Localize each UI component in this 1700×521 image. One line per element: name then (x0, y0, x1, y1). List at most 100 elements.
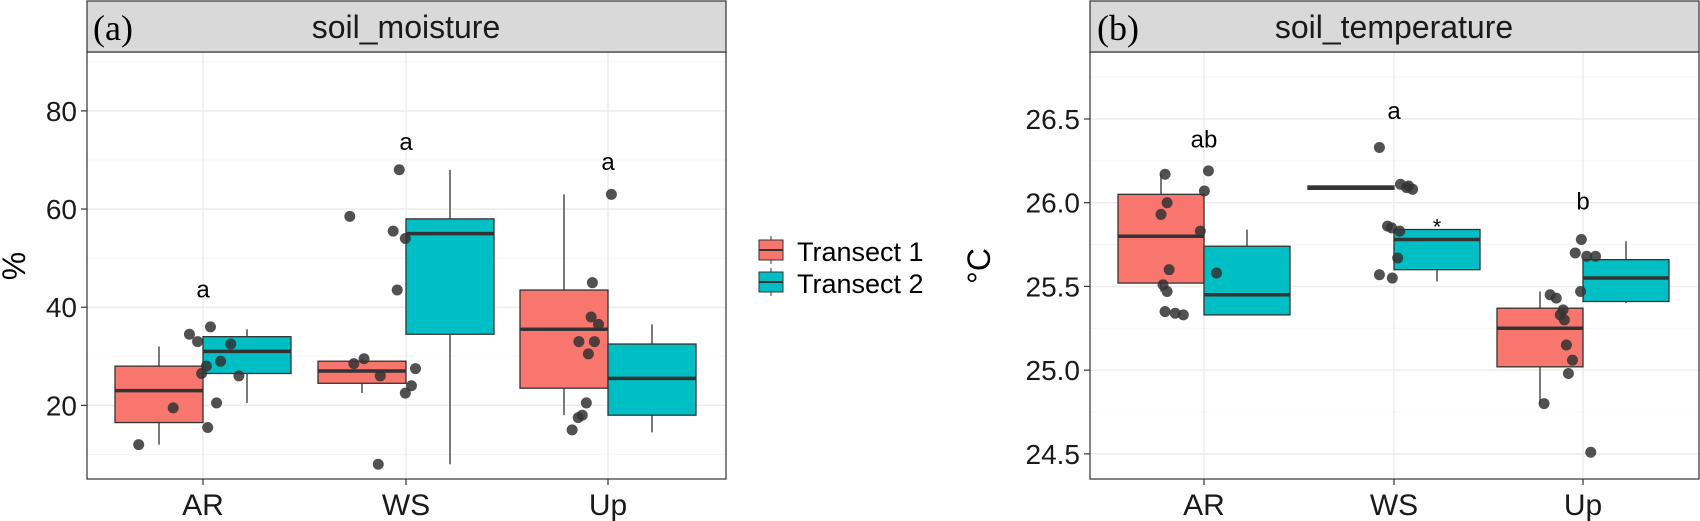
box-ws-transect-1 (1307, 185, 1395, 190)
panel-b-label: (b) (1097, 8, 1139, 48)
significance-mark: * (1433, 214, 1442, 239)
box-ws-transect-2 (405, 169, 495, 465)
significance-letter: ab (1191, 126, 1218, 153)
y-tick-label: 25.0 (1026, 355, 1081, 386)
data-point (1585, 446, 1597, 458)
legend-key-transect-1 (758, 236, 784, 264)
data-point (585, 311, 597, 323)
data-point (1161, 285, 1173, 297)
panel-a-marks: a a a (114, 129, 697, 470)
data-point (202, 421, 214, 433)
box-body (1203, 245, 1291, 316)
panel-b-y-axis-label: °C (961, 248, 997, 284)
data-point (183, 328, 195, 340)
panel-a-x-ticks: AR WS Up (182, 479, 627, 521)
data-point (1538, 398, 1550, 410)
box-body (114, 365, 204, 424)
data-point (1163, 264, 1175, 276)
data-point (1198, 185, 1210, 197)
data-point (225, 338, 237, 350)
x-tick-label: Up (1564, 489, 1602, 521)
data-point (1550, 292, 1562, 304)
data-point (1401, 182, 1413, 194)
data-point (1557, 304, 1569, 316)
data-point (133, 439, 145, 451)
data-point (1562, 368, 1574, 380)
box-body (405, 218, 495, 335)
y-tick-label: 26.5 (1026, 104, 1081, 135)
panel-b-strip (1089, 0, 1700, 53)
y-tick-label: 24.5 (1026, 439, 1081, 470)
significance-letter: b (1576, 188, 1589, 215)
data-point (1558, 314, 1570, 326)
significance-letter: a (196, 276, 210, 303)
data-point (605, 188, 617, 200)
data-point (358, 353, 370, 365)
data-point (399, 233, 411, 245)
data-point (580, 397, 592, 409)
data-point (200, 360, 212, 372)
data-point (573, 336, 585, 348)
box-body (1582, 258, 1670, 303)
data-point (204, 321, 216, 333)
data-point (1161, 197, 1173, 209)
data-point (1177, 309, 1189, 321)
data-point (399, 387, 411, 399)
box-ar-transect-1 (114, 346, 204, 445)
y-tick-label: 80 (46, 96, 77, 127)
box-ws-transect-2 (1393, 228, 1481, 282)
data-point (576, 409, 588, 421)
legend: Transect 1 Transect 2 (758, 236, 924, 299)
data-point (1575, 234, 1587, 246)
data-point (1569, 247, 1581, 259)
data-point (233, 370, 245, 382)
data-point (1560, 339, 1572, 351)
data-point (1373, 269, 1385, 281)
data-point (211, 397, 223, 409)
x-tick-label: AR (1183, 489, 1225, 521)
data-point (593, 318, 605, 330)
data-point (588, 336, 600, 348)
y-tick-label: 25.5 (1026, 271, 1081, 302)
y-tick-label: 40 (46, 292, 77, 323)
data-point (1590, 250, 1602, 262)
data-point (1211, 267, 1223, 279)
data-point (192, 336, 204, 348)
data-point (1392, 252, 1404, 264)
data-point (348, 358, 360, 370)
box-up-transect-2 (607, 324, 697, 433)
box-ar-transect-2 (202, 329, 292, 403)
data-point (566, 424, 578, 436)
panel-a-title: soil_moisture (312, 9, 501, 45)
data-point (1202, 165, 1214, 177)
legend-key-transect-2 (758, 268, 784, 296)
data-point (1373, 141, 1385, 153)
panel-b-y-ticks: 24.5 25.0 25.5 26.0 26.5 (1026, 104, 1090, 470)
data-point (1581, 250, 1593, 262)
panel-a-y-axis-label: % (0, 252, 32, 280)
data-point (409, 363, 421, 375)
box-up-transect-2 (1582, 241, 1670, 304)
y-tick-label: 26.0 (1026, 188, 1081, 219)
data-point (391, 284, 403, 296)
significance-letter: a (601, 149, 615, 176)
data-point (374, 370, 386, 382)
x-tick-label: AR (182, 489, 224, 521)
data-point (1194, 225, 1206, 237)
data-point (1566, 354, 1578, 366)
data-point (405, 380, 417, 392)
significance-letter: a (399, 129, 413, 156)
legend-label-transect-2: Transect 2 (797, 269, 924, 299)
data-point (393, 164, 405, 176)
data-point (372, 458, 384, 470)
x-tick-label: WS (1370, 489, 1418, 521)
data-point (1159, 306, 1171, 318)
data-point (1575, 285, 1587, 297)
x-tick-label: WS (382, 489, 430, 521)
panel-a-label: (a) (93, 8, 133, 48)
panel-a-strip (86, 0, 727, 53)
panel-a: a a a soil_moisture (a) 20 40 60 80 AR WS Up % (0, 0, 727, 521)
